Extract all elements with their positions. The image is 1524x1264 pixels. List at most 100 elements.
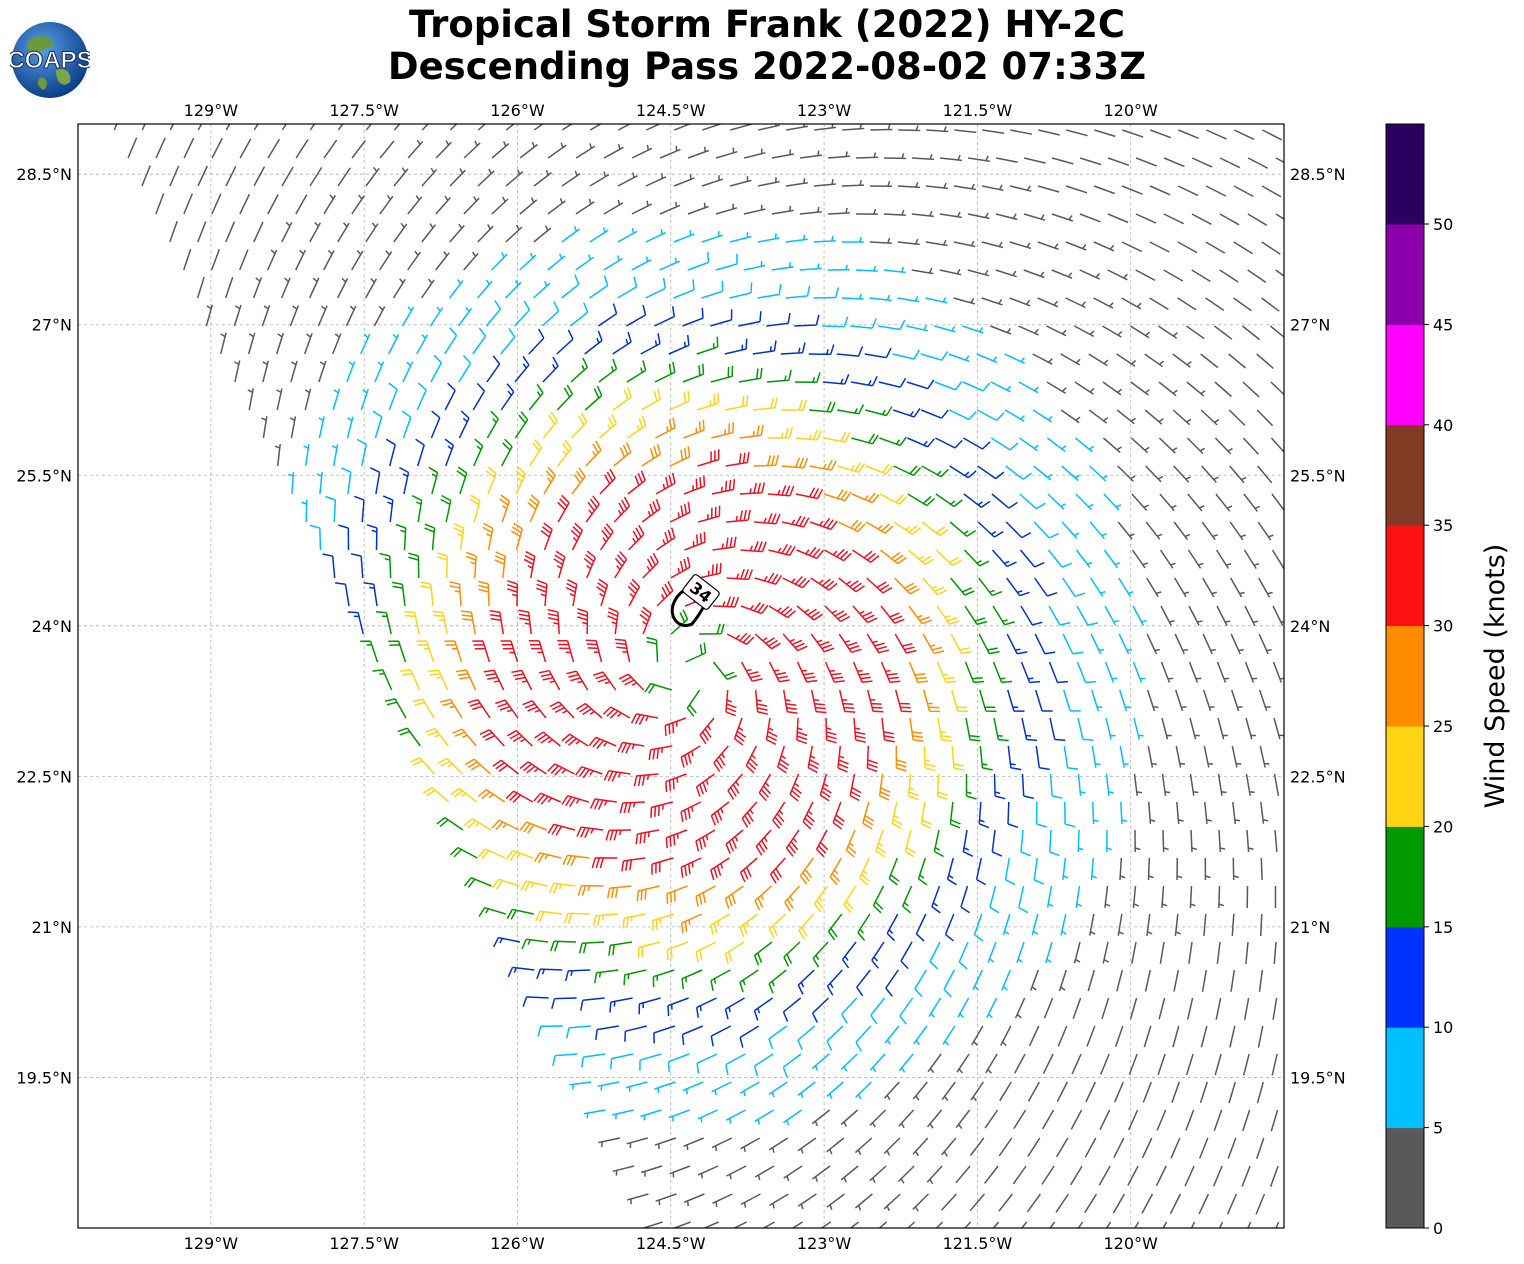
wind-barb	[303, 444, 310, 467]
wind-barb	[449, 846, 478, 859]
wind-barb	[682, 307, 704, 327]
wind-barb	[993, 717, 1009, 742]
wind-barb	[864, 347, 892, 359]
wind-barb	[724, 997, 745, 1020]
wind-barb	[612, 387, 632, 411]
wind-barb	[781, 399, 807, 411]
wind-barb	[648, 745, 673, 761]
wind-barb	[409, 757, 436, 775]
wind-barb	[1020, 829, 1031, 857]
wind-barb	[1005, 465, 1033, 480]
wind-barb	[807, 745, 820, 774]
wind-barb	[1033, 465, 1053, 481]
map-gridlines	[78, 124, 1284, 1228]
colorbar-bin	[1386, 726, 1424, 827]
wind-barb	[547, 198, 566, 215]
wind-barb	[869, 237, 892, 244]
wind-barb	[1205, 129, 1227, 140]
wind-barb	[866, 577, 893, 594]
wind-barb	[463, 251, 479, 271]
wind-barb	[669, 1165, 691, 1178]
wind-barb	[1260, 801, 1269, 824]
wind-barb	[645, 124, 662, 131]
colorbar-tick-label: 45	[1433, 315, 1453, 334]
wind-barb	[1070, 1109, 1083, 1130]
wind-barb	[598, 358, 618, 383]
wind-barb	[1037, 185, 1060, 193]
wind-barb	[316, 472, 323, 495]
wind-barb	[715, 203, 738, 215]
wind-barb	[1107, 213, 1129, 224]
wind-barb	[878, 773, 891, 801]
wind-barb	[851, 433, 879, 445]
wind-barb	[633, 773, 659, 787]
wind-barb	[1056, 1081, 1068, 1102]
wind-barb	[892, 349, 920, 360]
wind-barb	[1020, 661, 1041, 684]
lon-tick-label-bottom: 129°W	[184, 1234, 239, 1253]
wind-barb	[553, 550, 566, 579]
wind-barb	[710, 1025, 732, 1047]
wind-barb	[1150, 129, 1172, 139]
colorbar-tick-label: 50	[1433, 215, 1453, 234]
wind-barb	[680, 801, 702, 823]
wind-barb	[683, 1137, 705, 1151]
wind-barb	[820, 1221, 832, 1228]
wind-barb	[384, 698, 407, 719]
wind-barb	[485, 299, 502, 327]
wind-barb	[875, 829, 887, 858]
wind-barb	[740, 661, 763, 682]
wind-barb	[1186, 381, 1206, 397]
wind-barb	[267, 194, 279, 215]
wind-barb	[768, 605, 796, 619]
wind-barb	[870, 124, 893, 131]
wind-34kt-contour: 34	[670, 574, 720, 628]
wind-barb	[768, 1081, 788, 1098]
wind-barb	[435, 251, 450, 271]
wind-barb	[935, 549, 962, 566]
wind-barb	[556, 329, 574, 355]
wind-barb	[900, 941, 913, 970]
wind-barb	[897, 238, 920, 246]
wind-barb	[967, 212, 990, 220]
wind-barb	[1217, 773, 1227, 796]
wind-barb	[1134, 1221, 1140, 1228]
wind-barb	[495, 699, 519, 719]
wind-barb	[1118, 633, 1133, 655]
wind-barb	[670, 556, 691, 579]
wind-barb	[1228, 353, 1247, 369]
wind-barb	[859, 857, 870, 886]
wind-barb	[659, 145, 681, 159]
wind-barb	[740, 602, 769, 615]
wind-barb	[1055, 1193, 1070, 1213]
wind-barb	[1175, 745, 1186, 768]
wind-barb	[379, 552, 392, 579]
wind-barb	[1051, 157, 1074, 165]
wind-barb	[533, 852, 562, 864]
wind-barb	[1173, 969, 1180, 992]
wind-barb	[894, 633, 917, 654]
wind-barb	[869, 180, 893, 188]
wind-barb	[609, 1053, 634, 1070]
wind-barb	[182, 248, 192, 271]
wind-barb	[631, 144, 653, 159]
wind-barb	[1272, 661, 1284, 683]
wind-barb	[421, 167, 438, 187]
wind-barb	[1133, 717, 1144, 740]
wind-barb	[1084, 1193, 1098, 1214]
wind-barb	[852, 605, 878, 624]
wind-barb	[169, 124, 175, 131]
wind-barb	[991, 829, 1003, 857]
wind-barb	[758, 124, 780, 131]
wind-barb	[1062, 577, 1086, 598]
wind-barb	[407, 195, 423, 215]
wind-barb	[1088, 913, 1096, 936]
wind-barb	[622, 913, 646, 929]
colorbar-tick-label: 40	[1433, 416, 1453, 435]
wind-barb	[697, 1109, 718, 1123]
wind-barb	[1076, 605, 1099, 626]
wind-barb	[739, 857, 758, 883]
wind-barb	[962, 829, 974, 857]
colorbar-bin	[1386, 826, 1424, 928]
